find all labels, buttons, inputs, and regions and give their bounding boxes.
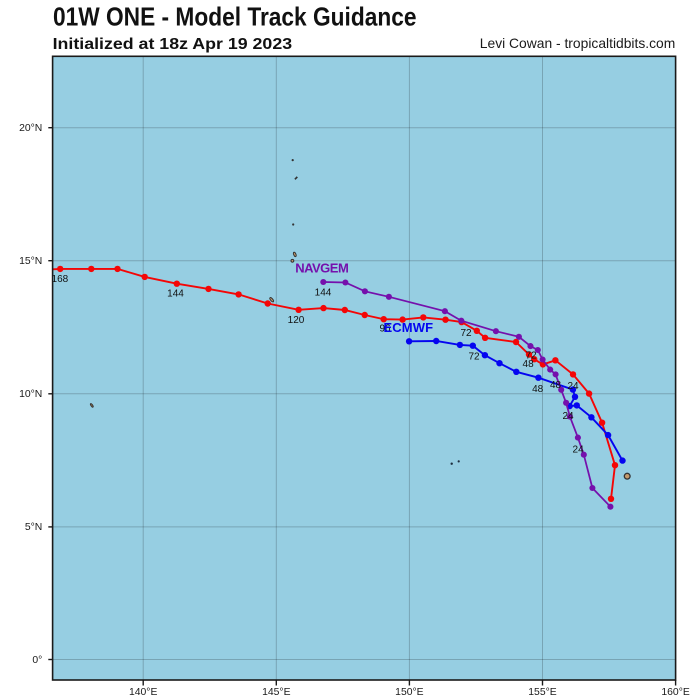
svg-text:72: 72: [460, 328, 472, 339]
svg-text:5°N: 5°N: [25, 522, 42, 533]
svg-text:Levi Cowan - tropicaltidbits.c: Levi Cowan - tropicaltidbits.com: [480, 35, 676, 51]
svg-text:160°E: 160°E: [661, 687, 689, 698]
svg-text:NAVGEM: NAVGEM: [295, 261, 349, 276]
svg-text:155°E: 155°E: [528, 687, 556, 698]
svg-text:ECMWF: ECMWF: [384, 320, 434, 335]
svg-text:145°E: 145°E: [262, 687, 290, 698]
svg-text:15°N: 15°N: [19, 256, 42, 267]
svg-text:01W ONE - Model Track Guidance: 01W ONE - Model Track Guidance: [53, 3, 417, 31]
svg-text:24: 24: [562, 411, 574, 422]
svg-text:96: 96: [379, 324, 391, 335]
svg-text:48: 48: [550, 380, 562, 391]
svg-text:24: 24: [573, 444, 585, 455]
svg-text:140°E: 140°E: [129, 687, 157, 698]
svg-text:150°E: 150°E: [395, 687, 423, 698]
svg-text:48: 48: [523, 359, 535, 370]
svg-text:168: 168: [52, 274, 69, 285]
svg-text:0°: 0°: [32, 655, 42, 666]
svg-text:144: 144: [315, 287, 332, 298]
svg-text:24: 24: [567, 381, 579, 392]
svg-text:144: 144: [167, 289, 184, 300]
svg-text:72: 72: [468, 351, 480, 362]
svg-text:72: 72: [525, 351, 537, 362]
svg-text:Initialized at 18z Apr 19 2023: Initialized at 18z Apr 19 2023: [53, 36, 293, 53]
svg-text:120: 120: [288, 315, 305, 326]
svg-text:10°N: 10°N: [19, 389, 42, 400]
svg-text:48: 48: [532, 384, 544, 395]
svg-text:20°N: 20°N: [19, 123, 42, 134]
